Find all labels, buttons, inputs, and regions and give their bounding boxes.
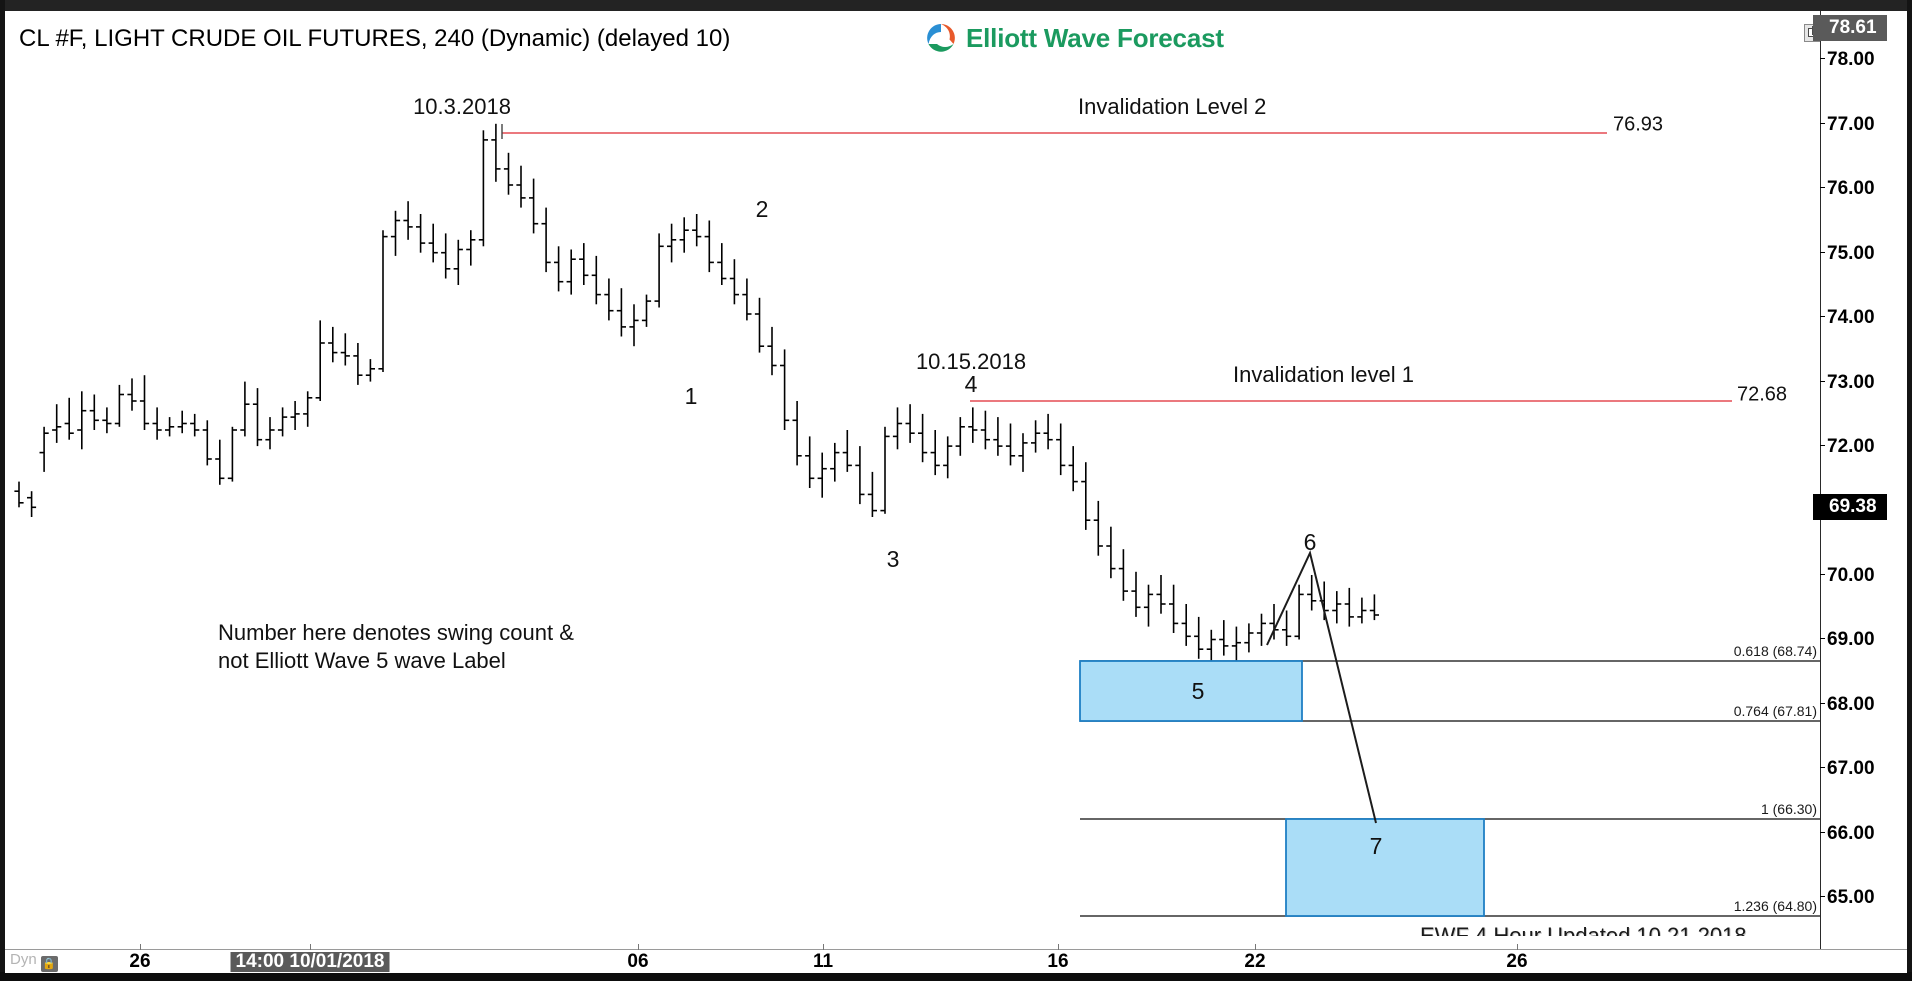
time-tick-mark-0 xyxy=(140,944,141,950)
fib-label-1236: 1.236 (64.80) xyxy=(1733,898,1817,914)
time-tick-label-0: 26 xyxy=(129,951,151,972)
swing-label-6: 6 xyxy=(1303,529,1317,555)
swing-label-1: 1 xyxy=(684,383,698,409)
window-frame-left xyxy=(0,0,5,981)
dyn-label: Dyn xyxy=(10,951,37,968)
date-label-10-3-2018: 10.3.2018 xyxy=(413,94,511,119)
invalidation-level-1-value: 72.68 xyxy=(1737,383,1788,406)
time-tick-mark-1 xyxy=(310,944,311,950)
swing-count-note-line1: Number here denotes swing count & xyxy=(218,620,574,645)
time-tick-mark-6 xyxy=(1517,944,1518,950)
window-frame-right xyxy=(1907,0,1912,981)
swing-label-4: 4 xyxy=(964,371,978,397)
ohlc-bars xyxy=(14,123,1379,666)
ewf-footer-text: EWF 4 Hour Updated 10.21.2018 xyxy=(1420,923,1747,936)
last-price-value: 69.38 xyxy=(1829,496,1877,517)
swing-label-7: 7 xyxy=(1369,833,1383,859)
high-price-value: 78.61 xyxy=(1829,17,1877,38)
date-label-10-15-2018: 10.15.2018 xyxy=(915,349,1027,374)
dynamic-mode-indicator[interactable]: Dyn 🔒 xyxy=(10,951,58,972)
lock-icon[interactable]: 🔒 xyxy=(40,956,58,972)
swing-count-note-line2: not Elliott Wave 5 wave Label xyxy=(218,647,506,673)
brand-logo: Elliott Wave Forecast xyxy=(925,22,1224,54)
swing-count-note: Number here denotes swing count & not El… xyxy=(218,619,574,674)
plot-right-border xyxy=(1820,11,1821,949)
swing-label-5: 5 xyxy=(1191,678,1205,704)
fib-label-0618: 0.618 (68.74) xyxy=(1733,643,1817,659)
price-axis[interactable]: 78.0077.0076.0075.0074.0073.0072.0071.00… xyxy=(1813,11,1907,949)
high-price-badge: 78.61 xyxy=(1813,15,1887,41)
time-tick-label-4: 16 xyxy=(1047,951,1069,972)
target-zone-box-7 xyxy=(1285,818,1485,917)
swing-label-2: 2 xyxy=(755,196,769,222)
target-zone-box-5 xyxy=(1079,660,1303,722)
time-tick-mark-5 xyxy=(1255,944,1256,950)
logo-text: Elliott Wave Forecast xyxy=(966,22,1224,53)
time-tick-label-5: 22 xyxy=(1244,951,1266,972)
page-title: CL #F, LIGHT CRUDE OIL FUTURES, 240 (Dyn… xyxy=(19,25,731,52)
time-tick-mark-4 xyxy=(1058,944,1059,950)
ewf-swirl-logo-icon xyxy=(927,24,955,52)
time-tick-label-6: 26 xyxy=(1506,951,1528,972)
window-titlebar xyxy=(0,0,1912,11)
swing-label-3: 3 xyxy=(886,546,900,572)
fib-label-1: 1 (66.30) xyxy=(1760,801,1817,817)
fib-label-0764: 0.764 (67.81) xyxy=(1733,703,1817,719)
time-tick-mark-2 xyxy=(638,944,639,950)
last-price-badge: 69.38 xyxy=(1813,494,1887,520)
invalidation-level-1-label: Invalidation level 1 xyxy=(1233,362,1415,387)
time-axis[interactable]: 26 14:00 10/01/2018 06 11 16 22 26 xyxy=(5,944,1907,973)
invalidation-level-2-value: 76.93 xyxy=(1613,113,1664,136)
chart-plot-area[interactable]: CL #F, LIGHT CRUDE OIL FUTURES, 240 (Dyn… xyxy=(5,11,1820,936)
time-tick-label-3: 11 xyxy=(812,951,834,972)
invalidation-level-2-label: Invalidation Level 2 xyxy=(1078,94,1267,119)
chart-drawing-layer xyxy=(14,123,1820,917)
window-frame-bottom xyxy=(0,972,1912,981)
time-tick-mark-3 xyxy=(823,944,824,950)
wave-projection-path xyxy=(1266,550,1377,824)
time-tick-label-1: 14:00 10/01/2018 xyxy=(230,952,390,972)
time-tick-label-2: 06 xyxy=(627,951,649,972)
